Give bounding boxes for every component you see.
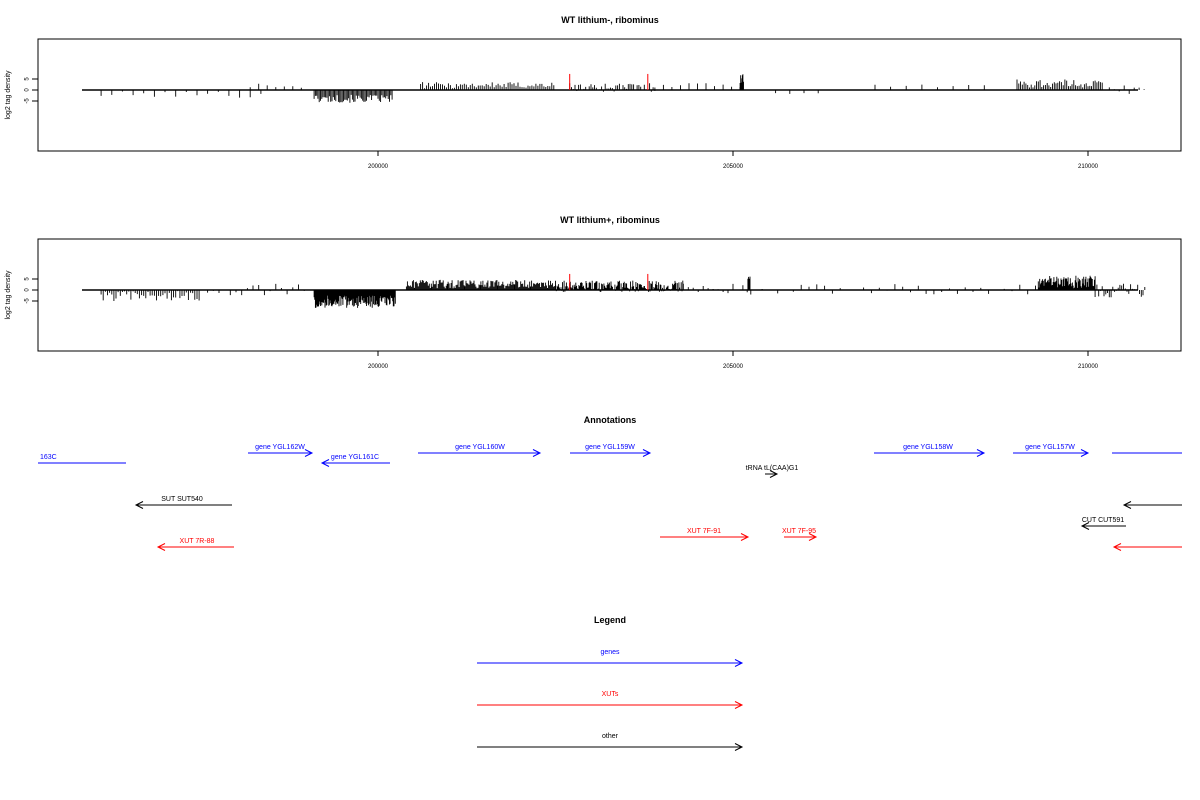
legend-item: genes <box>477 649 744 667</box>
bar-region-8 <box>1037 275 1096 290</box>
y-tick-label: 5 <box>25 77 31 81</box>
annotation-arrow: SUT SUT540 <box>134 496 232 509</box>
y-axis: 5 0 -5 <box>25 277 39 304</box>
bar-region-6 <box>746 276 752 295</box>
annotation-arrow: gene YGL162W <box>248 444 314 457</box>
y-tick-label: -5 <box>25 298 31 304</box>
legend-label: genes <box>600 649 620 656</box>
bar-region-6 <box>739 74 744 90</box>
bar-series <box>100 74 1145 103</box>
annotation-label: gene YGL159W <box>585 444 635 451</box>
legend: Legend genes XUTs other <box>477 615 744 751</box>
x-tick-label: 210000 <box>1078 164 1099 170</box>
bar-region-0 <box>100 290 200 301</box>
panel-lithium-minus: WT lithium-, ribominus log2 tag density … <box>5 15 1182 170</box>
annotation-arrow: XUT 7R-88 <box>156 538 234 551</box>
annotation-tracks: 163C gene YGL162W gene YGL161C gene YGL160W… <box>38 444 1182 551</box>
annotation-label: XUT 7F-95 <box>782 528 816 535</box>
annotation-label: SUT SUT540 <box>161 496 203 503</box>
bar-region-3 <box>420 82 555 90</box>
bar-region-2 <box>313 290 396 308</box>
annotation-arrow: 163C <box>38 454 126 464</box>
bar-region-5 <box>682 283 744 294</box>
annotation-arrow: gene YGL157W <box>1013 444 1090 457</box>
annotations-panel: Annotations 163C gene YGL162W gene YGL161C… <box>38 415 1182 551</box>
annotation-label: gene YGL162W <box>255 444 305 451</box>
annotation-arrow: gene YGL161C <box>320 454 390 467</box>
y-axis: 5 0 -5 <box>25 77 39 104</box>
y-axis-label: log2 tag density <box>5 70 12 120</box>
annotation-arrow: gene YGL158W <box>874 444 986 457</box>
panel-title: WT lithium-, ribominus <box>561 15 659 25</box>
annotation-arrow <box>1112 543 1182 551</box>
legend-item: XUTs <box>477 691 744 709</box>
bar-region-1 <box>207 283 305 296</box>
annotation-arrow <box>1122 501 1182 509</box>
legend-label: XUTs <box>602 691 619 698</box>
bar-region-2 <box>313 90 393 103</box>
bar-region-8 <box>874 84 985 90</box>
bar-series <box>100 275 1146 308</box>
annotation-label: gene YGL160W <box>455 444 505 451</box>
legend-item: other <box>477 733 744 751</box>
annotation-arrow: gene YGL159W <box>570 444 652 457</box>
panel-title: WT lithium+, ribominus <box>560 215 660 225</box>
bar-region-0 <box>100 90 262 98</box>
annotation-label: gene YGL158W <box>903 444 953 451</box>
bar-region-1 <box>249 83 302 90</box>
x-tick-label: 205000 <box>723 364 744 370</box>
annotation-arrow: tRNA tL(CAA)G1 <box>746 465 799 478</box>
bar-region-5 <box>654 83 741 90</box>
annotation-arrow: XUT 7F-91 <box>660 528 750 541</box>
legend-items: genes XUTs other <box>477 649 744 751</box>
annotation-label: 163C <box>40 454 57 461</box>
plot-frame <box>37 238 1182 352</box>
annotation-label: gene YGL161C <box>331 454 379 461</box>
bar-region-3 <box>405 279 556 290</box>
bar-region-7 <box>775 90 819 94</box>
highlight-series <box>569 273 649 290</box>
x-tick-label: 200000 <box>368 364 389 370</box>
annotation-arrow: XUT 7F-95 <box>782 528 818 541</box>
annotation-arrow: CUT CUT591 <box>1080 517 1126 530</box>
annotation-arrow: gene YGL160W <box>418 444 542 457</box>
bar-region-7 <box>753 284 1036 295</box>
annotation-label: gene YGL157W <box>1025 444 1075 451</box>
plot-frame <box>37 38 1182 152</box>
annotations-title: Annotations <box>584 415 637 425</box>
legend-label: other <box>602 733 619 740</box>
annotation-label: XUT 7F-91 <box>687 528 721 535</box>
y-tick-label: 5 <box>25 277 31 281</box>
y-axis-label: log2 tag density <box>5 270 12 320</box>
x-tick-label: 210000 <box>1078 364 1099 370</box>
x-axis: 200000 205000 210000 <box>368 151 1099 170</box>
y-tick-label: -5 <box>25 98 31 104</box>
panel-lithium-plus: WT lithium+, ribominus log2 tag density … <box>5 215 1182 370</box>
annotation-label: CUT CUT591 <box>1082 517 1124 524</box>
y-tick-label: 0 <box>25 88 31 92</box>
bar-region-9 <box>1016 79 1103 90</box>
y-tick-label: 0 <box>25 288 31 292</box>
x-tick-label: 200000 <box>368 164 389 170</box>
x-axis: 200000 205000 210000 <box>368 351 1099 370</box>
x-tick-label: 205000 <box>723 164 744 170</box>
highlight-series <box>569 73 649 90</box>
annotation-label: tRNA tL(CAA)G1 <box>746 465 799 472</box>
annotation-label: XUT 7R-88 <box>180 538 215 545</box>
legend-title: Legend <box>594 615 626 625</box>
